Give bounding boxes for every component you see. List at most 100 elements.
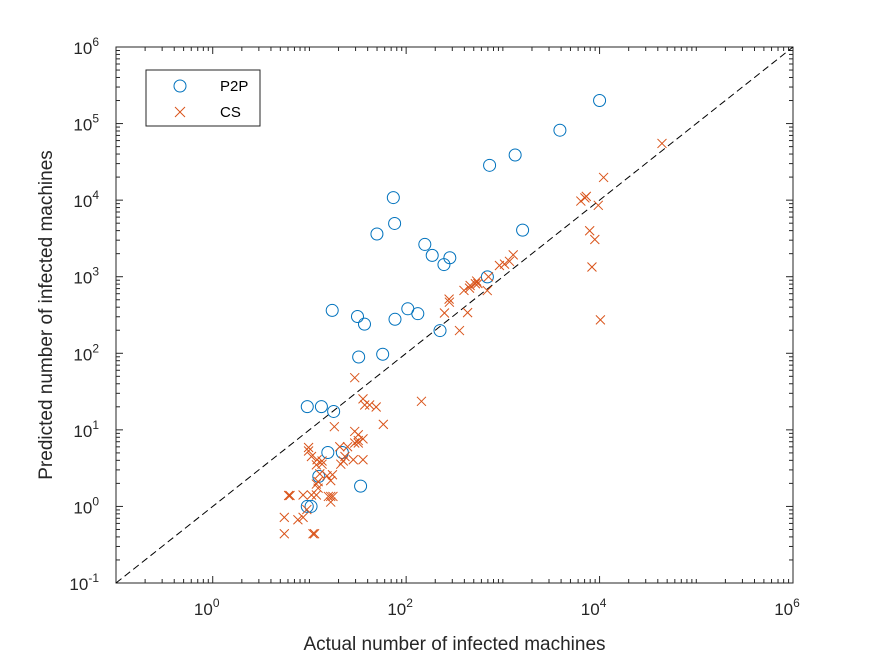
cs-point: [499, 259, 510, 269]
y-tick-label: 100: [73, 494, 99, 517]
legend-marker-p2p: [173, 79, 187, 93]
cs-point: [508, 249, 519, 260]
cs-point: [444, 294, 454, 304]
y-tick-label: 101: [73, 418, 99, 441]
cs-point: [308, 528, 318, 539]
cs-point: [348, 454, 359, 465]
p2p-point: [418, 237, 432, 251]
cs-point: [595, 315, 606, 325]
p2p-point: [386, 191, 400, 205]
cs-point: [465, 280, 476, 291]
cs-point: [279, 528, 290, 539]
cs-point: [298, 512, 308, 523]
p2p-point: [314, 400, 328, 414]
legend-label-cs: CS: [220, 104, 241, 121]
p2p-point: [352, 350, 366, 364]
p2p-point: [433, 324, 447, 338]
p2p-point: [304, 499, 318, 513]
cs-point: [303, 446, 314, 456]
cs-point: [587, 262, 597, 272]
cs-point: [317, 459, 327, 470]
cs-point: [349, 372, 360, 383]
cs-point: [340, 451, 350, 462]
cs-point: [325, 475, 336, 486]
x-tick-label: 102: [387, 596, 413, 619]
cs-point: [311, 490, 322, 500]
x-tick-label: 104: [581, 596, 607, 619]
cs-point: [581, 191, 592, 202]
cs-point: [313, 476, 323, 487]
p2p-point: [553, 123, 567, 137]
cs-point: [378, 419, 389, 430]
cs-point: [358, 433, 368, 444]
p2p-point: [483, 158, 497, 172]
cs-point: [329, 421, 340, 432]
legend-marker-cs: [174, 106, 186, 118]
axis-ticks: [115, 47, 793, 584]
y-tick-label: 104: [73, 188, 99, 211]
cs-point: [309, 528, 320, 539]
cs-point: [657, 138, 667, 149]
p2p-point: [354, 479, 368, 493]
p2p-point: [516, 223, 530, 237]
p2p-point: [443, 251, 457, 265]
cs-point: [459, 285, 469, 296]
legend-label-p2p: P2P: [220, 78, 248, 95]
cs-point: [371, 402, 382, 412]
p2p-point: [376, 347, 390, 361]
cs-point: [303, 442, 314, 453]
cs-point: [593, 200, 604, 211]
cs-point: [279, 512, 290, 523]
cs-point: [589, 234, 600, 245]
p2p-point: [388, 312, 402, 326]
cs-point: [575, 196, 586, 206]
cs-point: [444, 297, 455, 308]
cs-point: [470, 278, 481, 289]
scatter-points: [279, 94, 667, 539]
y-tick-label: 10-1: [69, 571, 99, 594]
cs-point: [293, 514, 303, 525]
y-tick-label: 103: [73, 265, 99, 288]
p2p-point: [300, 400, 314, 414]
cs-point: [584, 225, 595, 236]
cs-point: [462, 307, 473, 318]
p2p-point: [327, 404, 341, 418]
cs-point: [325, 491, 336, 502]
cs-point: [301, 504, 312, 515]
p2p-point: [508, 148, 522, 162]
p2p-point: [300, 499, 314, 513]
cs-point: [482, 285, 493, 296]
cs-point: [471, 276, 482, 286]
cs-point: [439, 308, 450, 318]
cs-point: [328, 491, 338, 502]
p2p-point: [325, 303, 339, 317]
cs-point: [285, 490, 295, 501]
cs-point: [359, 400, 370, 410]
cs-point: [504, 256, 515, 267]
cs-point: [327, 469, 338, 480]
p2p-point: [425, 248, 439, 262]
p2p-point: [370, 227, 384, 241]
cs-point: [314, 469, 325, 479]
p2p-point: [350, 310, 364, 324]
p2p-point: [321, 446, 335, 460]
legend: P2P CS: [145, 69, 261, 127]
y-tick-label: 102: [73, 341, 99, 364]
y-axis-label: Predicted number of infected machines: [36, 150, 57, 480]
x-axis-label: Actual number of infected machines: [303, 634, 605, 655]
cs-point: [283, 490, 294, 501]
p2p-point: [388, 216, 402, 230]
cs-point: [306, 451, 317, 462]
identity-reference-line: [115, 46, 794, 584]
p2p-point: [411, 307, 425, 321]
axis-tick-labels: 100 102 104 106 10-1 100 101 102 103 104 105 106: [69, 35, 800, 619]
cs-point: [364, 400, 375, 410]
p2p-point: [357, 317, 371, 331]
cs-point: [454, 325, 465, 336]
cs-point: [298, 490, 308, 500]
cs-point: [598, 172, 609, 183]
x-tick-label: 100: [194, 596, 220, 619]
cs-point: [334, 441, 345, 452]
y-tick-label: 105: [73, 112, 99, 135]
